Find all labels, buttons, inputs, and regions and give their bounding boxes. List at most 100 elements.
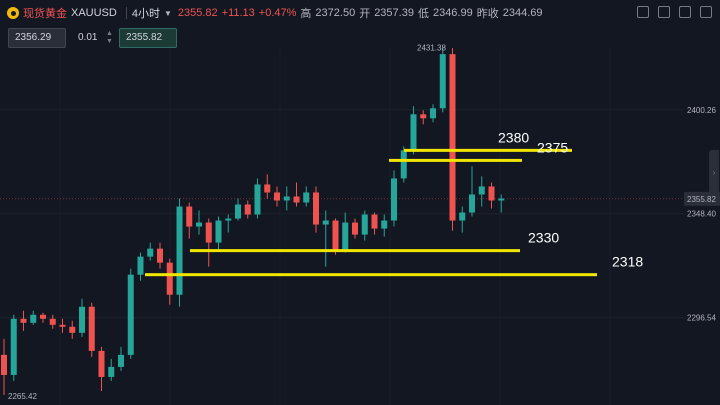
candle-body [157,248,163,263]
candle-body [352,222,358,235]
open-label: 开 [359,8,371,20]
chevron-up-icon[interactable]: ▲ [106,30,113,37]
order-panel: 2356.29 0.01 ▲ ▼ 2355.82 [8,28,177,48]
candle-body [361,214,368,235]
last-price-tag [684,191,720,206]
candle-body [244,204,251,215]
high-value: 2372.50 [315,7,356,19]
prev-close-value: 2344.69 [502,7,543,19]
toolbar-icons [637,6,712,18]
level-label-2318: 2318 [612,254,643,270]
candle-body [30,314,37,323]
candle-body [127,274,134,355]
candle-body [459,212,466,221]
price-change: +11.13 [221,7,255,19]
candle-body [225,218,232,221]
candle-body [478,186,485,195]
settings-icon[interactable] [679,6,691,18]
quantity-input[interactable]: 0.01 [78,32,98,43]
interval-selector[interactable]: 4小时 [131,8,160,20]
candle-body [264,184,271,193]
candle-body [88,306,95,351]
low-price-label: 2265.42 [8,392,37,401]
candle-body [400,150,407,179]
candle-body [498,198,505,201]
candle-body [186,206,193,227]
candle-body [147,248,154,257]
high-price-label: 2431.38 [417,43,446,52]
low-label: 低 [417,8,429,20]
candle-body [118,354,124,367]
candle-body [254,184,261,215]
candle-body [342,222,349,251]
candle-body [371,214,378,229]
grid-lines [0,5,684,405]
candle-body [313,192,319,225]
candle-body [205,222,212,243]
level-line-2330[interactable] [190,249,520,253]
gold-coin-icon [7,7,19,19]
chevron-down-icon[interactable]: ▼ [106,38,113,45]
candle-body [332,220,339,251]
symbol-code[interactable]: XAUUSD [71,7,117,19]
candle-body [293,196,300,203]
open-value: 2357.39 [374,7,414,19]
support-resistance-lines[interactable]: 2380 2375 2330 2318 [145,129,643,277]
symbol-header: 现货黄金 XAUUSD 4小时 ▼ 2355.82 +11.13 +0.47% … [0,0,720,26]
candle-body [196,222,202,227]
chevron-down-icon[interactable]: ▼ [163,8,172,18]
axis-tick-label: 2348.40 [687,210,716,219]
level-label-2380: 2380 [498,129,529,145]
extreme-labels: 2431.38 2265.42 [8,43,446,401]
candle-body [1,354,7,375]
candle-body [215,220,222,243]
quantity-stepper[interactable]: ▲ ▼ [106,30,113,46]
candle-body [166,262,173,295]
candle-body [98,350,105,377]
candle-body [488,186,495,201]
candle-body [283,196,290,201]
last-price-tag-label: 2355.82 [687,195,716,204]
symbol-name[interactable]: 现货黄金 [23,8,67,20]
candle-body [176,206,183,295]
sell-button[interactable]: 2356.29 [8,28,66,48]
candles [1,48,505,395]
candle-body [20,318,27,323]
candle-body [439,54,446,109]
high-label: 高 [300,8,312,20]
level-label-2330: 2330 [528,230,559,246]
level-line-2375[interactable] [389,158,522,162]
candle-body [108,366,115,377]
candle-body [49,318,56,325]
candle-body [381,220,388,229]
fullscreen-icon[interactable] [700,6,712,18]
indicators-icon[interactable] [658,6,670,18]
prev-close-label: 昨收 [476,8,499,20]
candle-body [59,324,66,327]
candle-body [303,192,310,203]
candle-body [391,178,397,221]
low-value: 2346.99 [432,7,473,19]
level-line-2318[interactable] [145,273,597,277]
chart-type-icon[interactable] [637,6,649,18]
level-line-2380[interactable] [404,148,572,152]
candle-body [322,220,329,225]
candle-body [469,194,475,213]
buy-button[interactable]: 2355.82 [118,28,177,48]
candle-body [137,256,144,275]
side-panel-toggle[interactable]: › [709,150,719,194]
current-price: 2355.82 [177,7,218,19]
candle-body [449,54,456,221]
price-change-percent: +0.47% [258,7,297,19]
chevron-right-icon: › [712,167,716,177]
divider [125,7,127,19]
axis-tick-label: 2296.54 [687,314,716,323]
candle-body [79,306,85,333]
candle-body [430,108,436,119]
candle-body [410,114,417,151]
candle-body [10,318,17,375]
axis-tick-label: 2400.26 [687,106,716,115]
candle-body [69,326,76,333]
candle-body [274,192,280,201]
